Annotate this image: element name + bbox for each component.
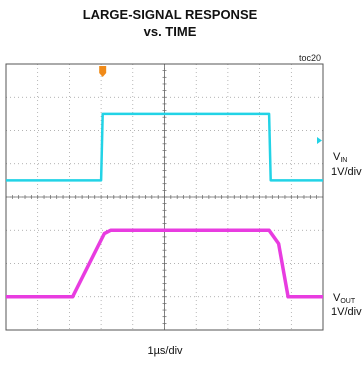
chart-subtitle: vs. TIME <box>143 24 197 39</box>
vout-label: VOUT <box>333 292 356 305</box>
trace-vin <box>6 112 323 182</box>
vin-subscript: IN <box>340 157 348 164</box>
vin-scale-label: 1V/div <box>331 166 362 178</box>
vout-scale-label: 1V/div <box>331 306 362 318</box>
vout-subscript: OUT <box>340 298 356 305</box>
vin-label: VIN <box>333 151 348 164</box>
traces <box>6 112 323 299</box>
plot-grid <box>5 63 324 331</box>
x-axis-label: 1µs/div <box>147 345 183 357</box>
plot-frame <box>5 63 324 331</box>
trace-vout <box>6 228 323 299</box>
trigger-marker-icon <box>99 66 107 77</box>
markers <box>99 66 322 144</box>
trigger-level-marker-icon <box>317 136 322 144</box>
figure-tag: toc20 <box>299 53 321 63</box>
chart-title: LARGE-SIGNAL RESPONSE <box>82 7 258 22</box>
